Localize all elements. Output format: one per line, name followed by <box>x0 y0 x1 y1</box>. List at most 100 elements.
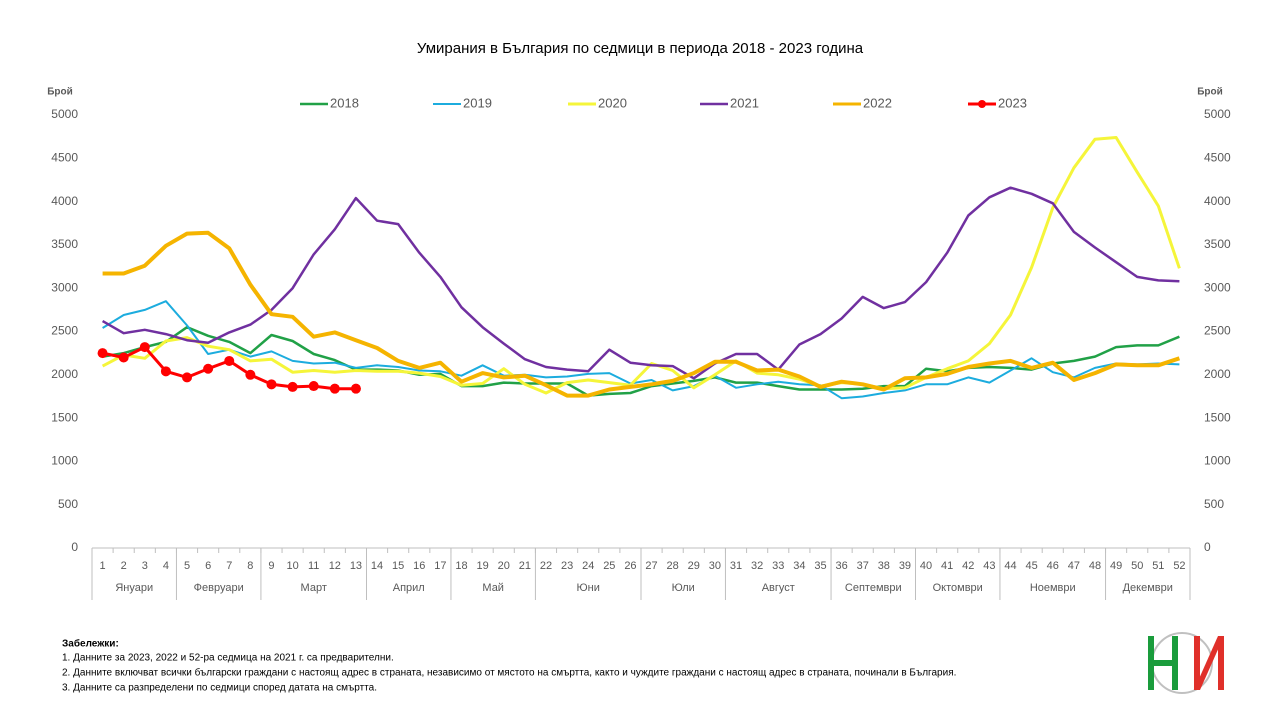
series-line <box>102 230 1181 398</box>
legend-label: 2023 <box>998 95 1027 110</box>
note: 2. Данните включват всички български гра… <box>62 667 956 679</box>
x-tick-label: 7 <box>226 560 232 572</box>
y2-tick-label: 5000 <box>1204 107 1231 121</box>
x-tick-label: 29 <box>688 560 700 572</box>
x-tick-label: 28 <box>667 560 679 572</box>
point <box>308 381 319 392</box>
month-label: Май <box>482 582 504 594</box>
legend-label: 2019 <box>463 95 492 110</box>
x-tick-label: 6 <box>205 560 211 572</box>
y-tick-label: 3000 <box>51 280 78 294</box>
point <box>329 383 340 394</box>
x-tick-label: 34 <box>793 560 805 572</box>
chart-title: Умирания в България по седмици в периода… <box>417 40 864 57</box>
x-tick-label: 17 <box>434 560 446 572</box>
x-tick-label: 25 <box>603 560 615 572</box>
y2-tick-label: 4000 <box>1204 194 1231 208</box>
y-tick-label: 5000 <box>51 107 78 121</box>
note: 1. Данните за 2023, 2022 и 52-ра седмица… <box>62 653 394 664</box>
y2-tick-label: 3500 <box>1204 237 1231 251</box>
y2-axis-label: Брой <box>1197 87 1223 98</box>
y-tick-label: 3500 <box>51 237 78 251</box>
month-label: Септември <box>845 582 902 594</box>
x-tick-label: 21 <box>519 560 531 572</box>
y-tick-label: 1500 <box>51 410 78 424</box>
x-tick-label: 39 <box>899 560 911 572</box>
x-tick-label: 1 <box>99 560 105 572</box>
y-tick-label: 0 <box>71 540 78 554</box>
y-tick-label: 2500 <box>51 324 78 338</box>
x-tick-label: 51 <box>1152 560 1164 572</box>
x-tick-label: 23 <box>561 560 573 572</box>
x-tick-label: 3 <box>142 560 148 572</box>
point <box>245 369 256 380</box>
point <box>224 355 235 366</box>
x-tick-label: 30 <box>709 560 721 572</box>
point <box>160 366 171 377</box>
x-tick-label: 15 <box>392 560 404 572</box>
x-tick-label: 36 <box>835 560 847 572</box>
logo <box>1148 632 1224 694</box>
x-tick-label: 24 <box>582 560 594 572</box>
x-tick-label: 45 <box>1026 560 1038 572</box>
x-tick-label: 20 <box>498 560 510 572</box>
point <box>266 379 277 390</box>
y2-tick-label: 2500 <box>1204 324 1231 338</box>
legend-label: 2022 <box>863 95 892 110</box>
y2-tick-label: 1000 <box>1204 454 1231 468</box>
x-tick-label: 50 <box>1131 560 1143 572</box>
x-tick-label: 14 <box>371 560 383 572</box>
x-tick-label: 38 <box>878 560 890 572</box>
series-line <box>101 136 1181 395</box>
month-label: Януари <box>115 582 153 594</box>
point <box>287 381 298 392</box>
x-tick-label: 37 <box>857 560 869 572</box>
month-label: Декември <box>1123 582 1173 594</box>
month-label: Юни <box>577 582 600 594</box>
series-line <box>101 186 1180 380</box>
x-tick-label: 41 <box>941 560 953 572</box>
x-tick-label: 35 <box>814 560 826 572</box>
y2-tick-label: 1500 <box>1204 410 1231 424</box>
x-tick-label: 27 <box>645 560 657 572</box>
month-label: Август <box>762 582 795 594</box>
x-tick-label: 33 <box>772 560 784 572</box>
note: 3. Данните са разпределени по седмици сп… <box>62 683 377 694</box>
x-tick-label: 13 <box>350 560 362 572</box>
y2-tick-label: 500 <box>1204 497 1224 511</box>
point <box>182 372 193 383</box>
point <box>139 342 150 353</box>
y-tick-label: 1000 <box>51 454 78 468</box>
x-tick-label: 47 <box>1068 560 1080 572</box>
x-tick-label: 49 <box>1110 560 1122 572</box>
y-tick-label: 2000 <box>51 367 78 381</box>
point <box>350 383 361 394</box>
month-label: Октомври <box>933 582 983 594</box>
x-tick-label: 40 <box>920 560 932 572</box>
month-label: Февруари <box>194 582 244 594</box>
y-tick-label: 500 <box>58 497 78 511</box>
x-tick-label: 44 <box>1004 560 1016 572</box>
x-tick-label: 43 <box>983 560 995 572</box>
x-tick-label: 22 <box>540 560 552 572</box>
point <box>118 352 129 363</box>
series-line <box>102 345 356 391</box>
point <box>203 363 214 374</box>
x-tick-label: 16 <box>413 560 425 572</box>
x-tick-label: 32 <box>751 560 763 572</box>
x-tick-label: 18 <box>455 560 467 572</box>
x-tick-label: 11 <box>308 560 319 572</box>
month-label: Юли <box>672 582 695 594</box>
x-tick-label: 26 <box>624 560 636 572</box>
legend-label: 2018 <box>330 95 359 110</box>
x-tick-label: 48 <box>1089 560 1101 572</box>
month-label: Март <box>301 582 327 594</box>
x-tick-label: 5 <box>184 560 190 572</box>
month-label: Ноември <box>1030 582 1076 594</box>
x-tick-label: 10 <box>286 560 298 572</box>
y-axis-label: Брой <box>47 87 73 98</box>
point <box>97 348 108 359</box>
legend-label: 2020 <box>598 95 627 110</box>
x-tick-label: 9 <box>268 560 274 572</box>
